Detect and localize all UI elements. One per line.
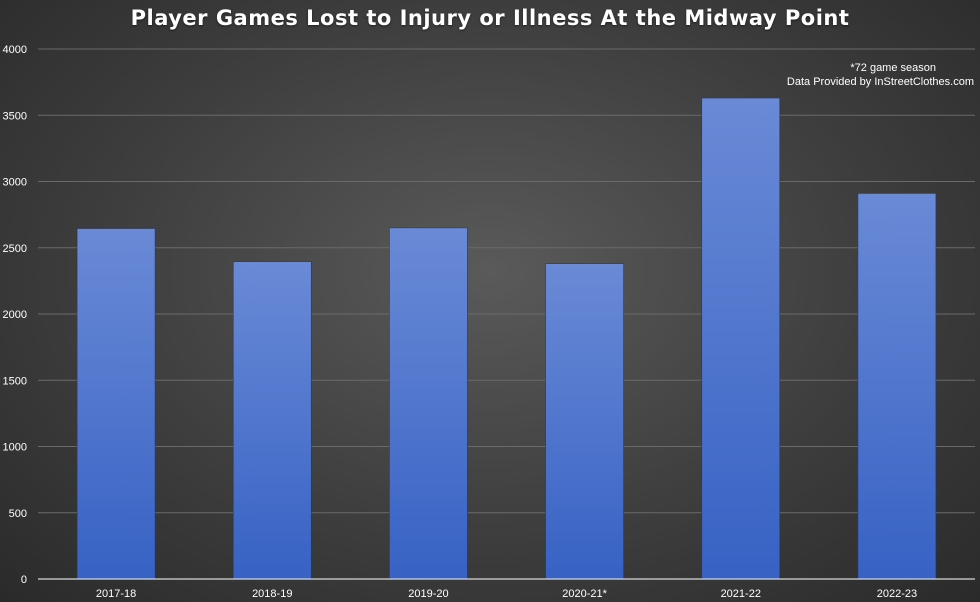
- bar-2019-20: [389, 227, 468, 580]
- y-tick-label: 500: [9, 508, 27, 520]
- x-tick-label: 2018-19: [252, 588, 292, 600]
- tick-labels: 0 500 1000 1500 2000 2500 3000 3500 4000 2017-18 2…: [3, 44, 918, 600]
- x-tick-label: 2020-21*: [562, 588, 607, 600]
- x-tick-label: 2022-23: [877, 588, 917, 600]
- y-tick-label: 0: [21, 574, 27, 586]
- bar-2020-21: [545, 263, 624, 580]
- bar-2021-22: [701, 97, 781, 580]
- bar-2018-19: [232, 261, 312, 580]
- y-tick-label: 1500: [3, 375, 27, 387]
- grid-lines: [38, 48, 975, 514]
- y-tick-label: 3000: [3, 177, 27, 189]
- x-tick-label: 2021-22: [721, 588, 761, 600]
- y-tick-label: 3500: [3, 110, 27, 122]
- y-tick-label: 2500: [3, 243, 27, 255]
- chart-title: Player Games Lost to Injury or Illness A…: [130, 6, 850, 30]
- chart-notes: *72 game season Data Provided by InStree…: [787, 61, 974, 89]
- season-note: *72 game season: [850, 62, 936, 74]
- x-tick-label: 2019-20: [408, 588, 448, 600]
- y-tick-label: 4000: [3, 44, 27, 56]
- y-tick-label: 2000: [3, 309, 27, 321]
- data-source-note: Data Provided by InStreetClothes.com: [786, 76, 974, 88]
- bar-2022-23: [857, 193, 937, 580]
- bar-2017-18: [76, 228, 156, 580]
- bars: [76, 97, 937, 580]
- x-tick-label: 2017-18: [96, 588, 136, 600]
- y-tick-label: 1000: [3, 442, 27, 454]
